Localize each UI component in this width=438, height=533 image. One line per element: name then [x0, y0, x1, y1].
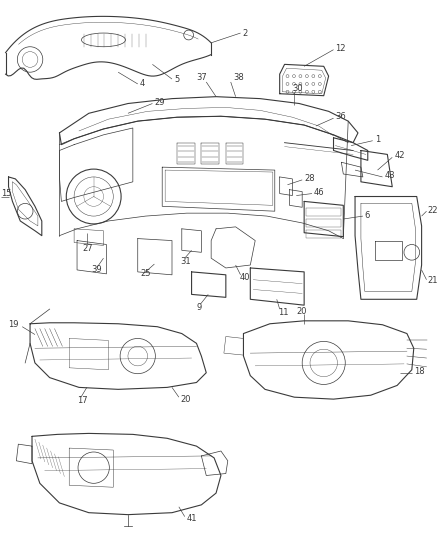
Text: 6: 6: [365, 211, 370, 220]
Text: 2: 2: [243, 29, 248, 37]
Text: 38: 38: [233, 72, 244, 82]
Text: 40: 40: [240, 273, 250, 282]
Text: 12: 12: [336, 44, 346, 53]
Text: 17: 17: [77, 395, 88, 405]
Text: 28: 28: [304, 174, 315, 183]
Text: 21: 21: [427, 276, 438, 285]
Text: 20: 20: [181, 394, 191, 403]
Text: 19: 19: [8, 320, 18, 329]
Text: 37: 37: [197, 72, 207, 82]
Text: 4: 4: [140, 79, 145, 88]
Text: 20: 20: [296, 306, 307, 316]
Text: 25: 25: [141, 269, 151, 278]
Text: 11: 11: [278, 308, 288, 317]
Text: 36: 36: [336, 112, 346, 121]
Text: 29: 29: [154, 98, 165, 107]
Text: 5: 5: [174, 75, 179, 84]
Text: 41: 41: [187, 514, 197, 523]
Text: 39: 39: [92, 265, 102, 274]
Text: 42: 42: [394, 151, 405, 160]
Text: 31: 31: [180, 256, 191, 265]
Text: 27: 27: [82, 244, 92, 253]
Text: 1: 1: [374, 135, 380, 144]
Text: 9: 9: [197, 303, 202, 312]
Text: 30: 30: [293, 84, 303, 93]
Text: 22: 22: [427, 206, 438, 215]
Text: 43: 43: [385, 172, 395, 181]
Text: 15: 15: [1, 189, 11, 198]
Text: 18: 18: [414, 367, 424, 376]
Text: 46: 46: [314, 188, 325, 197]
